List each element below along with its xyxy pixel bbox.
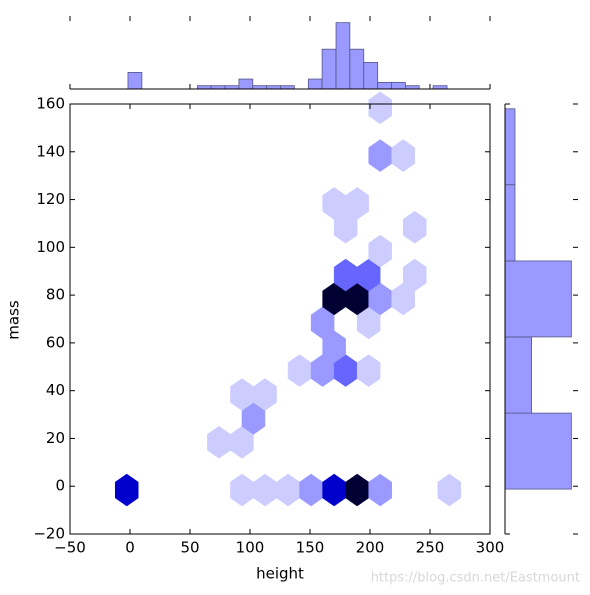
histogram-bar bbox=[504, 260, 572, 338]
x-tick-label: 250 bbox=[416, 539, 445, 557]
histogram-bar bbox=[504, 108, 516, 186]
x-tick-label: 200 bbox=[356, 539, 385, 557]
x-tick-label: 0 bbox=[125, 539, 135, 557]
plot-frame bbox=[69, 103, 491, 535]
hexbin-cell bbox=[368, 91, 392, 125]
y-tick-label: 80 bbox=[46, 286, 65, 304]
hexbin-cell bbox=[368, 234, 392, 268]
histogram-bar bbox=[307, 78, 323, 90]
x-tick-label: 50 bbox=[180, 539, 199, 557]
hexbin-cell bbox=[299, 473, 323, 507]
histogram-bar bbox=[127, 72, 143, 90]
x-axis-label: height bbox=[256, 565, 304, 583]
y-tick-label: 160 bbox=[36, 95, 65, 113]
hexbin-cell bbox=[356, 354, 381, 387]
histogram-bar bbox=[321, 48, 337, 90]
hexbin-cell bbox=[345, 187, 369, 220]
x-tick-label: 300 bbox=[476, 539, 505, 557]
hexbin-cell bbox=[207, 425, 231, 459]
y-tick-label: 60 bbox=[46, 333, 65, 351]
y-axis-label: mass bbox=[5, 300, 23, 340]
hexbin-cell bbox=[322, 473, 346, 507]
histogram-bar bbox=[335, 22, 351, 90]
histogram-bar bbox=[377, 81, 392, 90]
y-tick-label: 40 bbox=[46, 381, 65, 399]
hexbin-cell bbox=[391, 139, 415, 172]
histogram-bar bbox=[504, 412, 572, 490]
x-tick-label: −50 bbox=[54, 539, 86, 557]
y-tick-label: 140 bbox=[36, 142, 65, 160]
histogram-bar bbox=[391, 81, 406, 90]
hexbin-cell bbox=[115, 473, 139, 507]
watermark: https://blog.csdn.net/Eastmount bbox=[371, 571, 580, 586]
hexbin-cell bbox=[253, 378, 277, 411]
histogram-bar bbox=[504, 336, 532, 414]
hexbin-cell bbox=[287, 354, 312, 387]
hexbin-cell bbox=[403, 210, 427, 244]
y-tick-label: 20 bbox=[46, 429, 65, 447]
hexbin-cell bbox=[368, 473, 392, 507]
hexbin-cell bbox=[437, 473, 462, 507]
y-tick-label: 100 bbox=[36, 238, 65, 256]
hexbin-cell bbox=[276, 473, 300, 507]
x-tick-label: 100 bbox=[236, 539, 265, 557]
histogram-bar bbox=[238, 78, 254, 90]
hexbin-cell bbox=[403, 258, 427, 292]
x-tick-label: 150 bbox=[296, 539, 325, 557]
y-tick-label: 0 bbox=[55, 477, 65, 495]
hexbin-cell bbox=[253, 473, 277, 507]
hexbin-cell bbox=[345, 473, 369, 507]
hexbin-cell bbox=[230, 473, 254, 507]
histogram-bar bbox=[349, 48, 365, 90]
y-tick-label: 120 bbox=[36, 190, 65, 208]
hexbin-cell bbox=[368, 139, 392, 172]
y-tick-label: −20 bbox=[33, 525, 65, 543]
histogram-bar bbox=[504, 184, 516, 262]
histogram-bar bbox=[363, 62, 379, 90]
